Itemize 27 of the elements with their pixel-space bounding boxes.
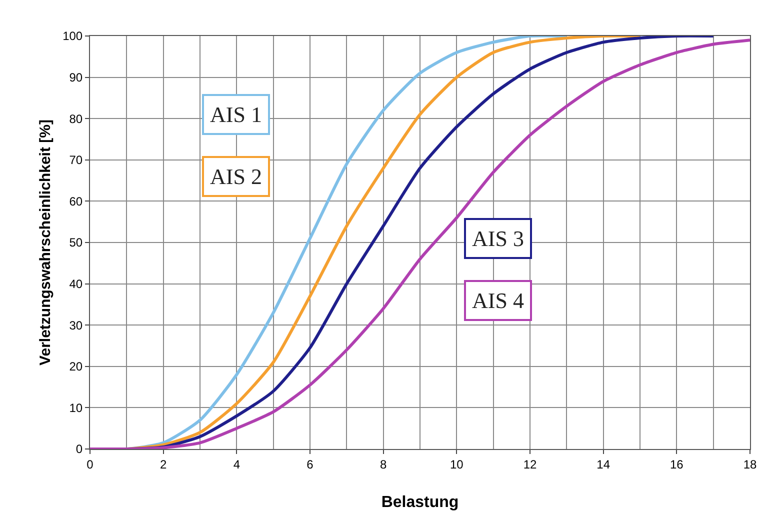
y-tick-label: 60 [69, 194, 83, 208]
y-tick-label: 0 [76, 442, 83, 456]
x-tick-label: 18 [743, 457, 757, 472]
y-tick-label: 90 [69, 70, 83, 84]
text: AIS 4 [472, 288, 524, 313]
x-tick-label: 2 [160, 457, 167, 472]
x-axis-title: Belastung [381, 494, 459, 511]
x-tick-label: 4 [233, 457, 240, 472]
y-tick-label: 30 [69, 318, 83, 332]
text: AIS 1 [210, 102, 262, 127]
y-tick-label: 40 [69, 277, 83, 291]
x-tick-label: 16 [670, 457, 684, 472]
x-tick-label: 12 [523, 457, 537, 472]
x-tick-label: 10 [450, 457, 464, 472]
x-tick-label: 0 [86, 457, 94, 472]
y-tick-label: 100 [62, 29, 83, 44]
y-tick-label: 50 [69, 236, 83, 250]
y-tick-label: 20 [69, 360, 83, 374]
text: AIS 2 [210, 164, 262, 189]
y-tick-label: 10 [69, 400, 83, 415]
y-tick-label: 70 [69, 153, 83, 168]
x-tick-label: 14 [596, 457, 610, 472]
y-axis-title: Verletzungswahrscheinlichkeit [%] [37, 120, 54, 366]
y-tick-label: 80 [69, 112, 83, 126]
text: AIS 3 [472, 226, 524, 251]
x-tick-label: 8 [380, 457, 387, 472]
x-tick-label: 6 [306, 457, 314, 472]
